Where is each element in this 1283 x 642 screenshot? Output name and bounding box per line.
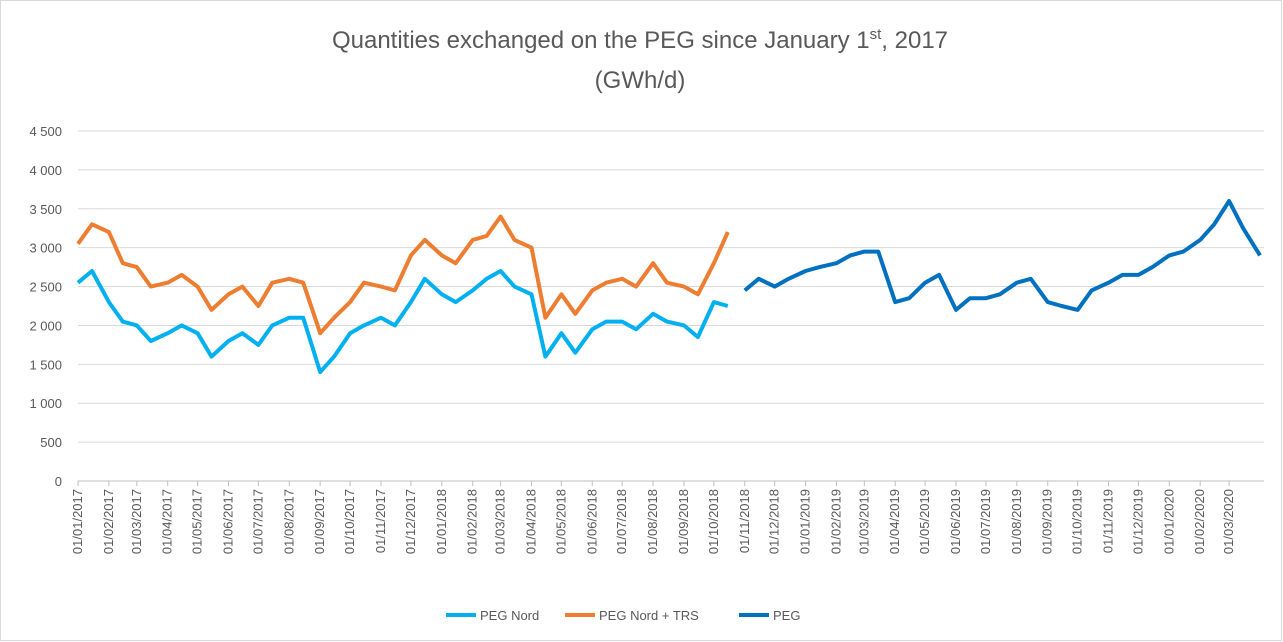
x-tick-label: 01/01/2017 — [70, 489, 85, 554]
x-tick-label: 01/12/2017 — [403, 489, 418, 554]
y-tick-label: 1 000 — [29, 396, 62, 411]
x-tick-label: 01/11/2019 — [1101, 489, 1116, 553]
x-tick-label: 01/08/2018 — [645, 489, 660, 554]
x-tick-label: 01/10/2017 — [342, 489, 357, 554]
y-tick-label: 2 500 — [29, 280, 62, 295]
x-tick-label: 01/09/2019 — [1040, 489, 1055, 554]
chart-subtitle: (GWh/d) — [595, 67, 686, 94]
title-sup: st — [870, 26, 883, 43]
title-rest: , 2017 — [881, 27, 948, 54]
y-tick-label: 0 — [55, 474, 62, 489]
x-tick-label: 01/01/2020 — [1161, 489, 1176, 554]
x-tick-label: 01/03/2019 — [856, 489, 871, 554]
x-tick-label: 01/03/2018 — [493, 489, 508, 554]
x-tick-label: 01/03/2017 — [129, 489, 144, 554]
x-tick-label: 01/12/2019 — [1130, 489, 1145, 554]
x-tick-label: 01/06/2018 — [584, 489, 599, 554]
x-tick-label: 01/02/2020 — [1192, 489, 1207, 554]
x-tick-label: 01/01/2018 — [434, 489, 449, 554]
x-tick-label: 01/11/2017 — [373, 489, 388, 553]
x-tick-label: 01/09/2018 — [676, 489, 691, 554]
x-tick-label: 01/10/2018 — [706, 489, 721, 554]
x-tick-label: 01/07/2017 — [250, 489, 265, 554]
legend-label: PEG Nord — [480, 608, 539, 623]
y-tick-label: 4 500 — [29, 124, 62, 139]
x-tick-label: 01/08/2017 — [281, 489, 296, 554]
y-tick-label: 3 500 — [29, 202, 62, 217]
x-tick-label: 01/09/2017 — [312, 489, 327, 554]
series-line — [743, 199, 1262, 312]
x-tick-label: 01/07/2019 — [978, 489, 993, 554]
chart-title: Quantities exchanged on the PEG since Ja… — [332, 26, 948, 54]
x-tick-label: 01/02/2019 — [828, 489, 843, 554]
x-tick-label: 01/03/2020 — [1221, 489, 1236, 554]
x-tick-label: 01/02/2018 — [465, 489, 480, 554]
y-tick-label: 2 000 — [29, 318, 62, 333]
title-main: Quantities exchanged on the PEG since Ja… — [332, 27, 870, 54]
x-tick-label: 01/11/2018 — [737, 489, 752, 553]
x-tick-label: 01/05/2018 — [553, 489, 568, 554]
x-tick-label: 01/07/2018 — [614, 489, 629, 554]
y-tick-label: 500 — [40, 435, 62, 450]
x-tick-label: 01/05/2017 — [190, 489, 205, 554]
x-tick-label: 01/12/2018 — [767, 489, 782, 554]
x-tick-label: 01/10/2019 — [1070, 489, 1085, 554]
y-tick-label: 3 000 — [29, 241, 62, 256]
series-line — [76, 214, 730, 336]
x-tick-label: 01/01/2019 — [798, 489, 813, 554]
series-line — [76, 269, 729, 375]
x-tick-label: 01/04/2017 — [160, 489, 175, 554]
x-tick-label: 01/08/2019 — [1009, 489, 1024, 554]
x-tick-label: 01/06/2019 — [948, 489, 963, 554]
x-tick-label: 01/06/2017 — [220, 489, 235, 554]
x-tick-label: 01/04/2018 — [523, 489, 538, 554]
x-tick-label: 01/04/2019 — [887, 489, 902, 554]
y-tick-label: 1 500 — [29, 357, 62, 372]
y-tick-label: 4 000 — [29, 163, 62, 178]
x-tick-label: 01/05/2019 — [917, 489, 932, 554]
legend-label: PEG — [773, 608, 800, 623]
legend-label: PEG Nord + TRS — [599, 608, 699, 623]
x-tick-label: 01/02/2017 — [101, 489, 116, 554]
